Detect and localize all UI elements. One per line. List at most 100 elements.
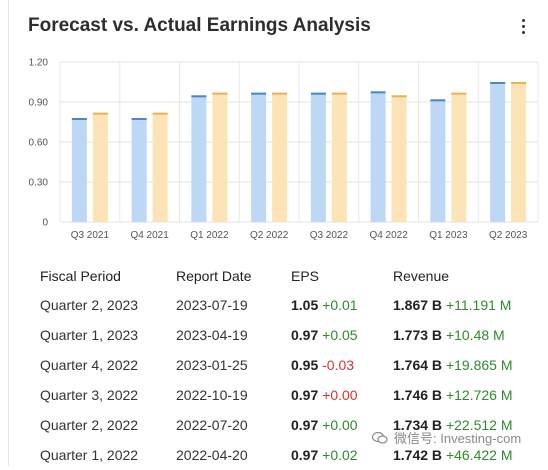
revenue-actual: 1.742 B xyxy=(393,447,443,463)
cell-revenue: 1.764 B +19.865 M xyxy=(393,350,513,380)
bar-forecast xyxy=(92,112,108,222)
bar-actual-cap xyxy=(430,99,446,102)
y-tick-label: 0 xyxy=(42,218,48,229)
table-row: Quarter 1, 2022 2022-04-20 0.97 +0.02 1.742… xyxy=(28,440,538,470)
cell-fiscal-period: Quarter 3, 2022 xyxy=(40,387,139,403)
bar-actual xyxy=(370,91,386,222)
cell-report-date: 2023-04-19 xyxy=(176,327,248,343)
header-eps: EPS xyxy=(291,268,320,284)
bar-actual xyxy=(191,95,207,222)
x-tick-label: Q1 2022 xyxy=(190,230,229,241)
revenue-surprise: +22.512 M xyxy=(445,417,513,433)
cell-eps: 0.97 +0.02 xyxy=(291,440,358,470)
x-tick-label: Q2 2022 xyxy=(250,230,289,241)
revenue-actual: 1.734 B xyxy=(393,417,443,433)
y-tick-label: 1.20 xyxy=(29,58,49,69)
cell-revenue: 1.734 B +22.512 M xyxy=(393,410,513,440)
cell-fiscal-period: Quarter 2, 2023 xyxy=(40,297,139,313)
eps-actual: 0.95 xyxy=(291,357,319,373)
bar-forecast-cap xyxy=(331,92,347,95)
earnings-table: Fiscal Period Report Date EPS Revenue Qu… xyxy=(28,262,538,470)
revenue-actual: 1.746 B xyxy=(393,387,443,403)
revenue-surprise: +12.726 M xyxy=(445,387,513,403)
bar-actual-cap xyxy=(310,92,326,95)
x-tick-label: Q2 2023 xyxy=(489,230,528,241)
bar-forecast-cap xyxy=(391,95,407,98)
cell-eps: 0.97 +0.05 xyxy=(291,320,358,350)
cell-report-date: 2023-07-19 xyxy=(176,297,248,313)
eps-surprise: +0.00 xyxy=(322,417,358,433)
bar-forecast-cap xyxy=(451,92,467,95)
bar-actual-cap xyxy=(191,95,207,98)
bar-forecast-cap xyxy=(511,82,527,84)
revenue-surprise: +10.48 M xyxy=(445,327,505,343)
cell-revenue: 1.742 B +46.422 M xyxy=(393,440,513,470)
cell-eps: 0.95 -0.03 xyxy=(291,350,354,380)
revenue-surprise: +46.422 M xyxy=(445,447,513,463)
bar-forecast xyxy=(212,92,228,222)
kebab-menu-icon[interactable] xyxy=(518,18,528,36)
header-report-date: Report Date xyxy=(176,268,252,284)
bar-forecast xyxy=(272,92,288,222)
bar-actual-cap xyxy=(490,82,506,84)
cell-report-date: 2022-04-20 xyxy=(176,447,248,463)
eps-actual: 0.97 xyxy=(291,447,319,463)
cell-fiscal-period: Quarter 1, 2023 xyxy=(40,327,139,343)
table-row: Quarter 2, 2022 2022-07-20 0.97 +0.00 1.734… xyxy=(28,410,538,440)
x-tick-label: Q3 2021 xyxy=(71,230,110,241)
y-tick-label: 0.90 xyxy=(29,98,49,109)
header-fiscal-period: Fiscal Period xyxy=(40,268,121,284)
table-row: Quarter 4, 2022 2023-01-25 0.95 -0.03 1.764… xyxy=(28,350,538,380)
bar-actual-cap xyxy=(71,118,87,120)
bar-forecast-cap xyxy=(92,112,108,115)
eps-surprise: +0.01 xyxy=(322,297,358,313)
bar-actual-cap xyxy=(131,118,147,120)
eps-actual: 0.97 xyxy=(291,417,319,433)
card-title: Forecast vs. Actual Earnings Analysis xyxy=(28,15,371,36)
eps-actual: 1.05 xyxy=(291,297,319,313)
x-tick-label: Q1 2023 xyxy=(429,230,468,241)
bar-actual-cap xyxy=(370,91,386,94)
revenue-surprise: +11.191 M xyxy=(445,297,512,313)
eps-actual: 0.97 xyxy=(291,327,319,343)
cell-eps: 0.97 +0.00 xyxy=(291,380,358,410)
cell-eps: 0.97 +0.00 xyxy=(291,410,358,440)
bar-actual xyxy=(430,99,446,222)
x-tick-label: Q4 2021 xyxy=(130,230,169,241)
earnings-bar-chart: 0 0.30 0.60 0.90 1.20 Q3 2021 Q4 2021 Q1 2022 Q2… xyxy=(29,58,539,241)
cell-eps: 1.05 +0.01 xyxy=(291,290,358,320)
eps-surprise: +0.02 xyxy=(322,447,358,463)
bar-forecast-cap xyxy=(152,112,168,115)
bar-forecast xyxy=(331,92,347,222)
card-border xyxy=(8,0,547,466)
cell-report-date: 2022-10-19 xyxy=(176,387,248,403)
x-tick-label: Q4 2022 xyxy=(369,230,408,241)
y-tick-label: 0.30 xyxy=(29,178,49,189)
cell-fiscal-period: Quarter 2, 2022 xyxy=(40,417,139,433)
cell-fiscal-period: Quarter 1, 2022 xyxy=(40,447,139,463)
card-header: Forecast vs. Actual Earnings Analysis xyxy=(28,10,538,42)
bar-forecast xyxy=(391,95,407,222)
bar-actual xyxy=(490,82,506,222)
table-row: Quarter 1, 2023 2023-04-19 0.97 +0.05 1.773… xyxy=(28,320,538,350)
header-revenue: Revenue xyxy=(393,268,450,284)
table-row: Quarter 2, 2023 2023-07-19 1.05 +0.01 1.867… xyxy=(28,290,538,320)
eps-surprise: +0.05 xyxy=(322,327,358,343)
table-header: Fiscal Period Report Date EPS Revenue xyxy=(28,262,538,290)
cell-fiscal-period: Quarter 4, 2022 xyxy=(40,357,139,373)
revenue-actual: 1.773 B xyxy=(393,327,443,343)
cell-report-date: 2023-01-25 xyxy=(176,357,248,373)
bar-forecast xyxy=(511,82,527,222)
y-tick-label: 0.60 xyxy=(29,138,49,149)
cell-revenue: 1.867 B +11.191 M xyxy=(393,290,511,320)
cell-revenue: 1.773 B +10.48 M xyxy=(393,320,505,350)
bar-forecast xyxy=(451,92,467,222)
bar-actual xyxy=(310,92,326,222)
cell-report-date: 2022-07-20 xyxy=(176,417,248,433)
bar-actual xyxy=(131,118,147,222)
watermark-text: 微信号: Investing-com xyxy=(394,431,522,446)
revenue-actual: 1.764 B xyxy=(393,357,443,373)
table-row: Quarter 3, 2022 2022-10-19 0.97 +0.00 1.746… xyxy=(28,380,538,410)
bar-forecast-cap xyxy=(212,92,228,95)
eps-surprise: +0.00 xyxy=(322,387,358,403)
